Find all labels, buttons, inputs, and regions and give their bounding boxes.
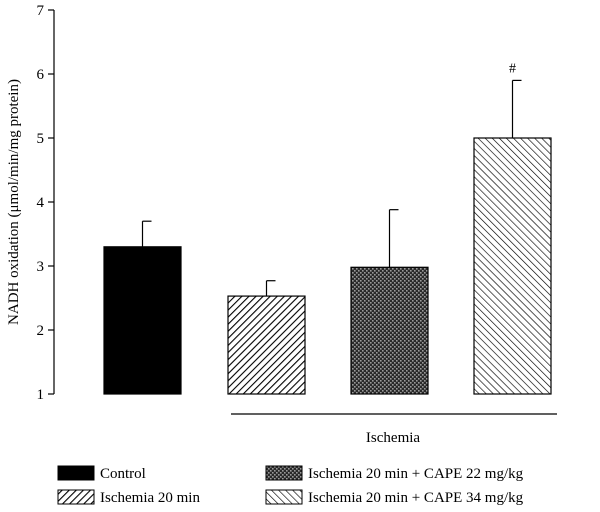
legend-swatch [57,465,95,481]
legend-label: Ischemia 20 min + CAPE 34 mg/kg [308,490,524,506]
legend: Control Ischemia 20 min Ischemia 20 min + … [57,465,524,506]
y-tick-label: 2 [37,323,45,339]
legend-swatch [265,489,303,505]
legend-label: Control [100,466,146,482]
y-tick-label: 4 [37,195,45,211]
bars: # [103,61,552,395]
legend-swatch [265,465,303,481]
significance-marker: # [509,61,516,76]
y-tick-label: 7 [37,3,45,19]
bar [103,246,182,395]
bar [227,295,306,395]
y-tick-label: 5 [37,131,45,147]
legend-label: Ischemia 20 min [100,490,200,506]
group-bracket: Ischemia [231,413,557,446]
y-axis-label: NADH oxidation (μmol/min/mg protein) [6,79,22,325]
legend-swatch [57,489,95,505]
bracket-label: Ischemia [366,430,420,446]
bar [473,137,552,395]
legend-label: Ischemia 20 min + CAPE 22 mg/kg [308,466,524,482]
y-tick-label: 6 [37,67,45,83]
y-tick-label: 3 [37,259,45,275]
y-tick-label: 1 [37,387,45,403]
y-axis: 1 2 3 4 5 6 7 [37,3,55,403]
bar [350,266,429,395]
